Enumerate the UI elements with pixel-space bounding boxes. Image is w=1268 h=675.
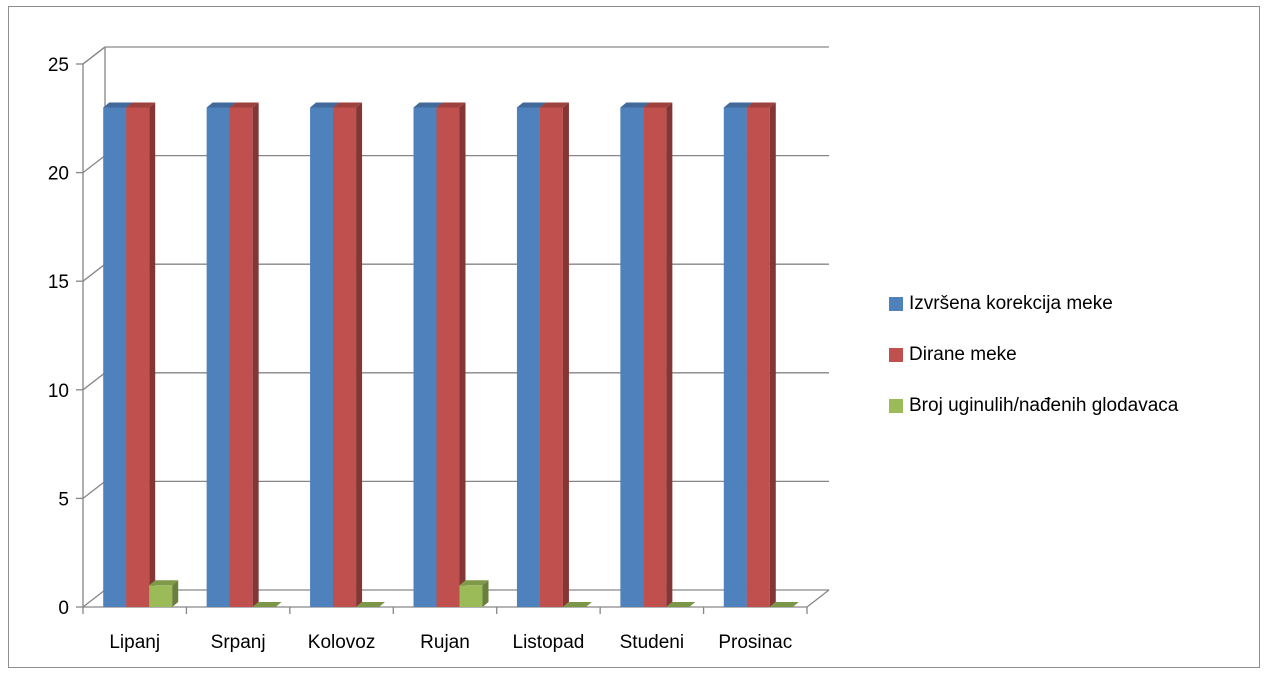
bar-top-1 [310, 102, 340, 108]
bar-top-2 [436, 102, 466, 108]
bar-1 [516, 107, 540, 607]
legend-item-series-1: Izvršena korekcija meke [889, 291, 1178, 317]
y-tick-label: 0 [58, 598, 69, 619]
bar-top-2 [333, 102, 363, 108]
gridline-diagonal [82, 372, 106, 391]
bar-side-2 [769, 102, 776, 607]
gridline-diagonal [82, 46, 106, 65]
bar-zero-3 [252, 602, 282, 607]
gridline-diagonal [82, 480, 106, 499]
bar-side-2 [252, 102, 259, 607]
bar-2 [126, 107, 150, 607]
bar-top-1 [206, 102, 236, 108]
chart-frame: 0 5 10 15 20 25 Lipanj Srpanj Kolovoz Rujan Listop… [8, 6, 1260, 668]
bar-side-2 [149, 102, 156, 607]
bar-2 [436, 107, 460, 607]
legend: Izvršena korekcija meke Dirane meke Broj… [889, 291, 1178, 444]
legend-item-series-2: Dirane meke [889, 342, 1178, 368]
legend-swatch-series-1 [889, 297, 903, 311]
legend-swatch-series-2 [889, 348, 903, 362]
bar-1 [103, 107, 127, 607]
bar-top-3 [149, 580, 179, 586]
bar-top-2 [643, 102, 673, 108]
y-tick-label: 15 [48, 272, 69, 293]
x-tick-label: Rujan [420, 632, 470, 653]
bar-zero-3 [769, 602, 799, 607]
y-tick-label: 20 [48, 164, 69, 185]
bar-2 [229, 107, 253, 607]
bar-top-2 [746, 102, 776, 108]
bar-3 [459, 585, 483, 607]
gridline-diagonal [82, 589, 106, 608]
bar-side-3 [172, 580, 179, 607]
x-tick-label: Listopad [513, 632, 585, 653]
bar-top-2 [229, 102, 259, 108]
gridline-diagonal [82, 263, 106, 282]
x-tick-label: Lipanj [109, 632, 160, 653]
bar-3 [149, 585, 173, 607]
bar-side-2 [562, 102, 569, 607]
bar-2 [746, 107, 770, 607]
bar-2 [539, 107, 563, 607]
bar-top-2 [539, 102, 569, 108]
y-tick-label: 25 [48, 55, 69, 76]
legend-label-series-3: Broj uginulih/nađenih glodavaca [909, 395, 1179, 416]
legend-label-series-2: Dirane meke [909, 344, 1017, 365]
bar-top-1 [516, 102, 546, 108]
bar-top-1 [620, 102, 650, 108]
bar-top-2 [126, 102, 156, 108]
floor-right-edge [806, 589, 830, 608]
bar-top-1 [413, 102, 443, 108]
bar-1 [206, 107, 230, 607]
gridline-diagonal [82, 155, 106, 174]
bar-top-3 [459, 580, 489, 586]
y-tick-label: 5 [58, 489, 69, 510]
bar-side-2 [459, 102, 466, 607]
legend-label-series-1: Izvršena korekcija meke [909, 293, 1113, 314]
x-tick-label: Studeni [620, 632, 684, 653]
bar-2 [333, 107, 357, 607]
x-tick-label: Prosinac [718, 632, 792, 653]
bar-2 [643, 107, 667, 607]
x-tick-label: Kolovoz [308, 632, 376, 653]
y-tick-label: 10 [48, 381, 69, 402]
bar-zero-3 [356, 602, 386, 607]
bar-top-1 [723, 102, 753, 108]
legend-swatch-series-3 [889, 399, 903, 413]
bar-top-1 [103, 102, 133, 108]
bar-1 [723, 107, 747, 607]
bar-1 [310, 107, 334, 607]
legend-item-series-3: Broj uginulih/nađenih glodavaca [889, 393, 1178, 419]
bar-side-2 [356, 102, 363, 607]
bar-chart: 0 5 10 15 20 25 Lipanj Srpanj Kolovoz Rujan Listop… [48, 46, 830, 653]
x-tick-label: Srpanj [211, 632, 266, 653]
bar-1 [413, 107, 437, 607]
bar-1 [620, 107, 644, 607]
bar-zero-3 [666, 602, 696, 607]
bar-side-3 [482, 580, 489, 607]
bar-zero-3 [562, 602, 592, 607]
bar-side-2 [666, 102, 673, 607]
